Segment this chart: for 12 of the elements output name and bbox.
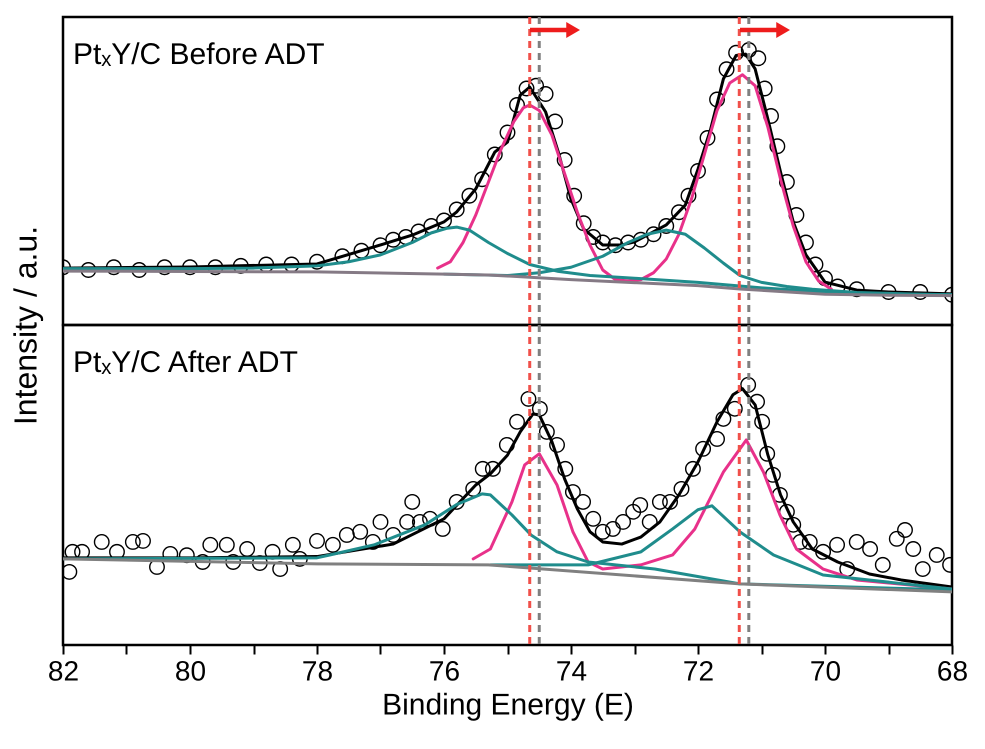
x-tick-label: 78: [302, 656, 334, 686]
chart-title: PtₓY/C After ADT: [73, 346, 298, 379]
x-tick-label: 74: [556, 656, 588, 686]
x-tick-label: 82: [48, 656, 80, 686]
x-tick-label: 70: [810, 656, 842, 686]
x-tick-label: 72: [682, 656, 714, 686]
chart-title: PtₓY/C Before ADT: [73, 38, 325, 71]
x-tick-label: 68: [936, 656, 968, 686]
x-axis-title: Binding Energy (E): [382, 688, 634, 722]
y-axis-title: Intensity / a.u.: [8, 226, 44, 426]
x-tick-label: 76: [428, 656, 460, 686]
x-tick-label: 80: [174, 656, 206, 686]
